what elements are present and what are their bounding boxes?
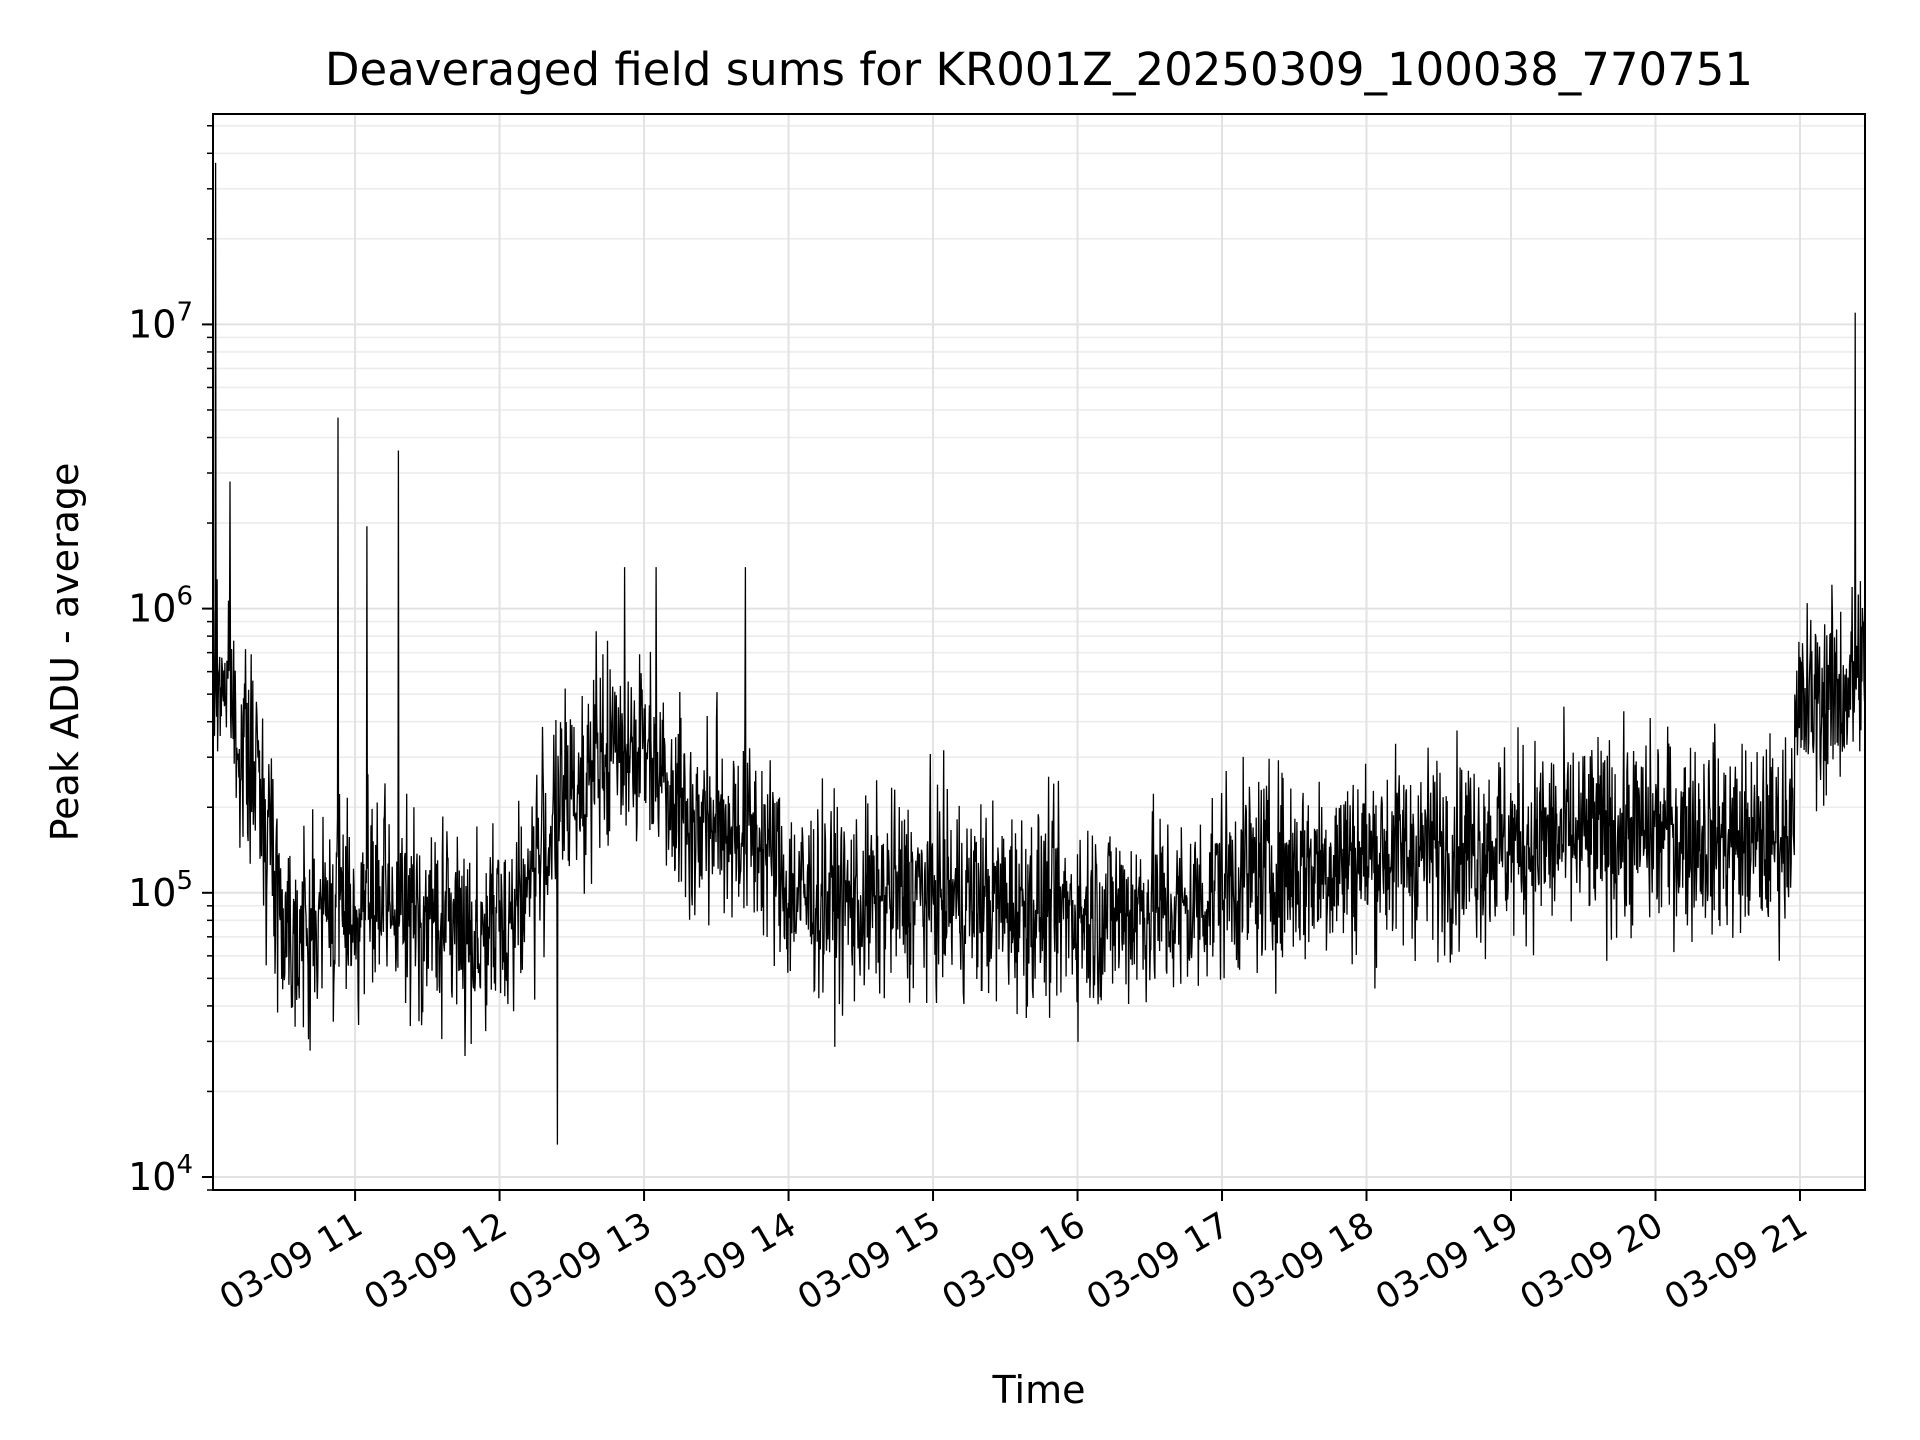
- y-axis-label: Peak ADU - average: [43, 463, 87, 842]
- chart-title: Deaveraged field sums for KR001Z_2025030…: [325, 43, 1753, 96]
- y-tick-label: 106: [128, 582, 193, 631]
- y-tick-label: 105: [128, 866, 193, 915]
- plot-area: [212, 162, 1866, 1145]
- series-line: [212, 162, 1866, 1145]
- y-tick-label: 104: [128, 1150, 193, 1199]
- y-tick-label: 107: [128, 297, 193, 346]
- y-axis: 104 105 106 107: [128, 125, 213, 1199]
- x-axis-label: Time: [992, 1368, 1086, 1412]
